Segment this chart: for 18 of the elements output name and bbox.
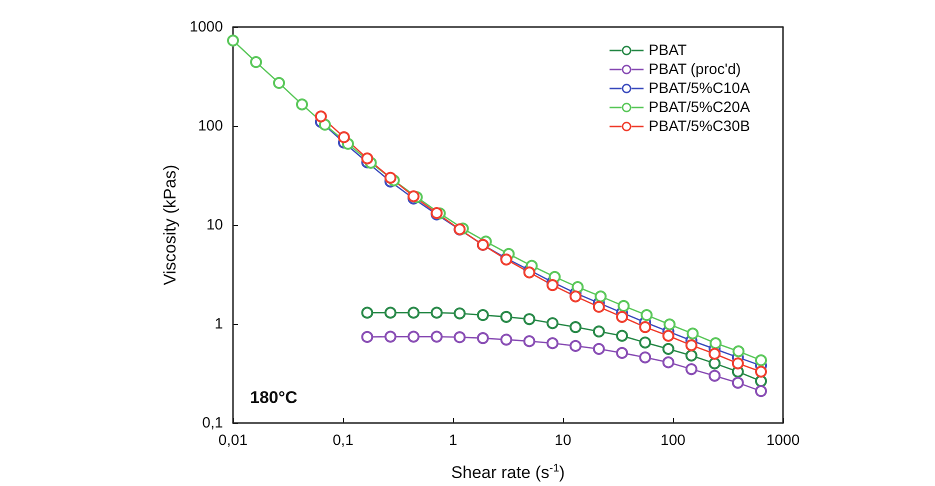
legend-label: PBAT/5%C10A [648,80,750,97]
y-tick-label: 1 [214,316,223,332]
y-tick-label: 0,1 [202,414,223,432]
x-tick-label: 0,01 [218,432,248,449]
legend-label: PBAT [648,42,687,59]
legend-label: PBAT (proc'd) [648,61,741,78]
legend-label: PBAT/5%C30B [648,118,750,135]
y-axis-title: Viscosity (kPas) [160,164,180,286]
x-tick-label: 10 [554,432,572,449]
legend-label: PBAT/5%C20A [648,99,750,116]
y-tick-label: 100 [198,118,223,134]
x-tick-label: 1000 [766,432,800,449]
y-tick-label: 10 [206,216,223,234]
x-tick-label: 0,1 [332,432,354,449]
annotation: 180°C [250,388,298,407]
x-tick-label: 1 [448,432,458,449]
x-tick-label: 100 [660,432,686,449]
y-tick-label: 1000 [190,18,223,36]
